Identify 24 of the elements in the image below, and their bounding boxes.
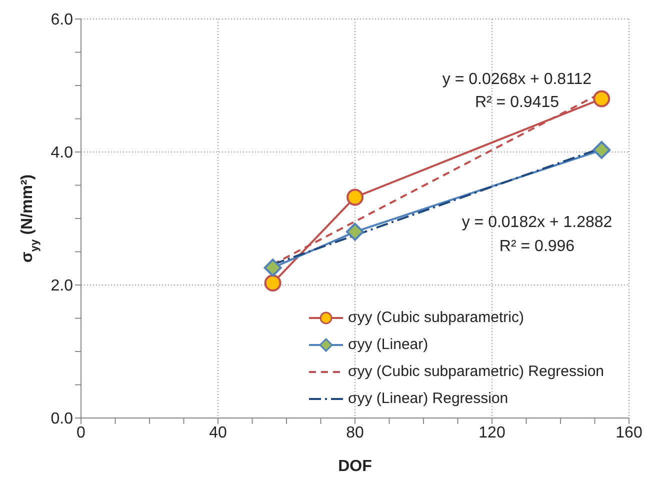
x-axis-title: DOF xyxy=(338,458,372,475)
y-tick-label: 0.0 xyxy=(50,410,74,428)
point xyxy=(346,222,364,241)
x-tick-label: 40 xyxy=(209,424,227,442)
x-tick-label: 120 xyxy=(478,424,506,442)
x-tick-label: 80 xyxy=(346,424,364,442)
x-tick-label: 160 xyxy=(616,424,642,442)
legend-label: σyy (Cubic subparametric) xyxy=(348,309,524,326)
annotation: y = 0.0268x + 0.8112 xyxy=(442,71,592,89)
y-tick-label: 2.0 xyxy=(50,278,74,295)
point xyxy=(346,188,364,206)
y-tick-label: 6.0 xyxy=(50,12,74,29)
legend-label: σyy (Linear) Regression xyxy=(348,390,508,407)
annotation: y = 0.0182x + 1.2882 xyxy=(462,214,612,232)
annotation: R² = 0.9415 xyxy=(474,94,560,112)
point xyxy=(264,258,282,277)
legend-label: σyy (Cubic subparametric) Regression xyxy=(348,363,604,380)
x-tick-label: 0 xyxy=(76,424,86,442)
legend-label: σyy (Linear) xyxy=(348,336,428,353)
annotation: R² = 0.996 xyxy=(499,238,575,256)
point xyxy=(593,90,610,108)
point xyxy=(592,141,611,160)
point xyxy=(264,274,282,292)
y-tick-label: 4.0 xyxy=(50,144,74,162)
